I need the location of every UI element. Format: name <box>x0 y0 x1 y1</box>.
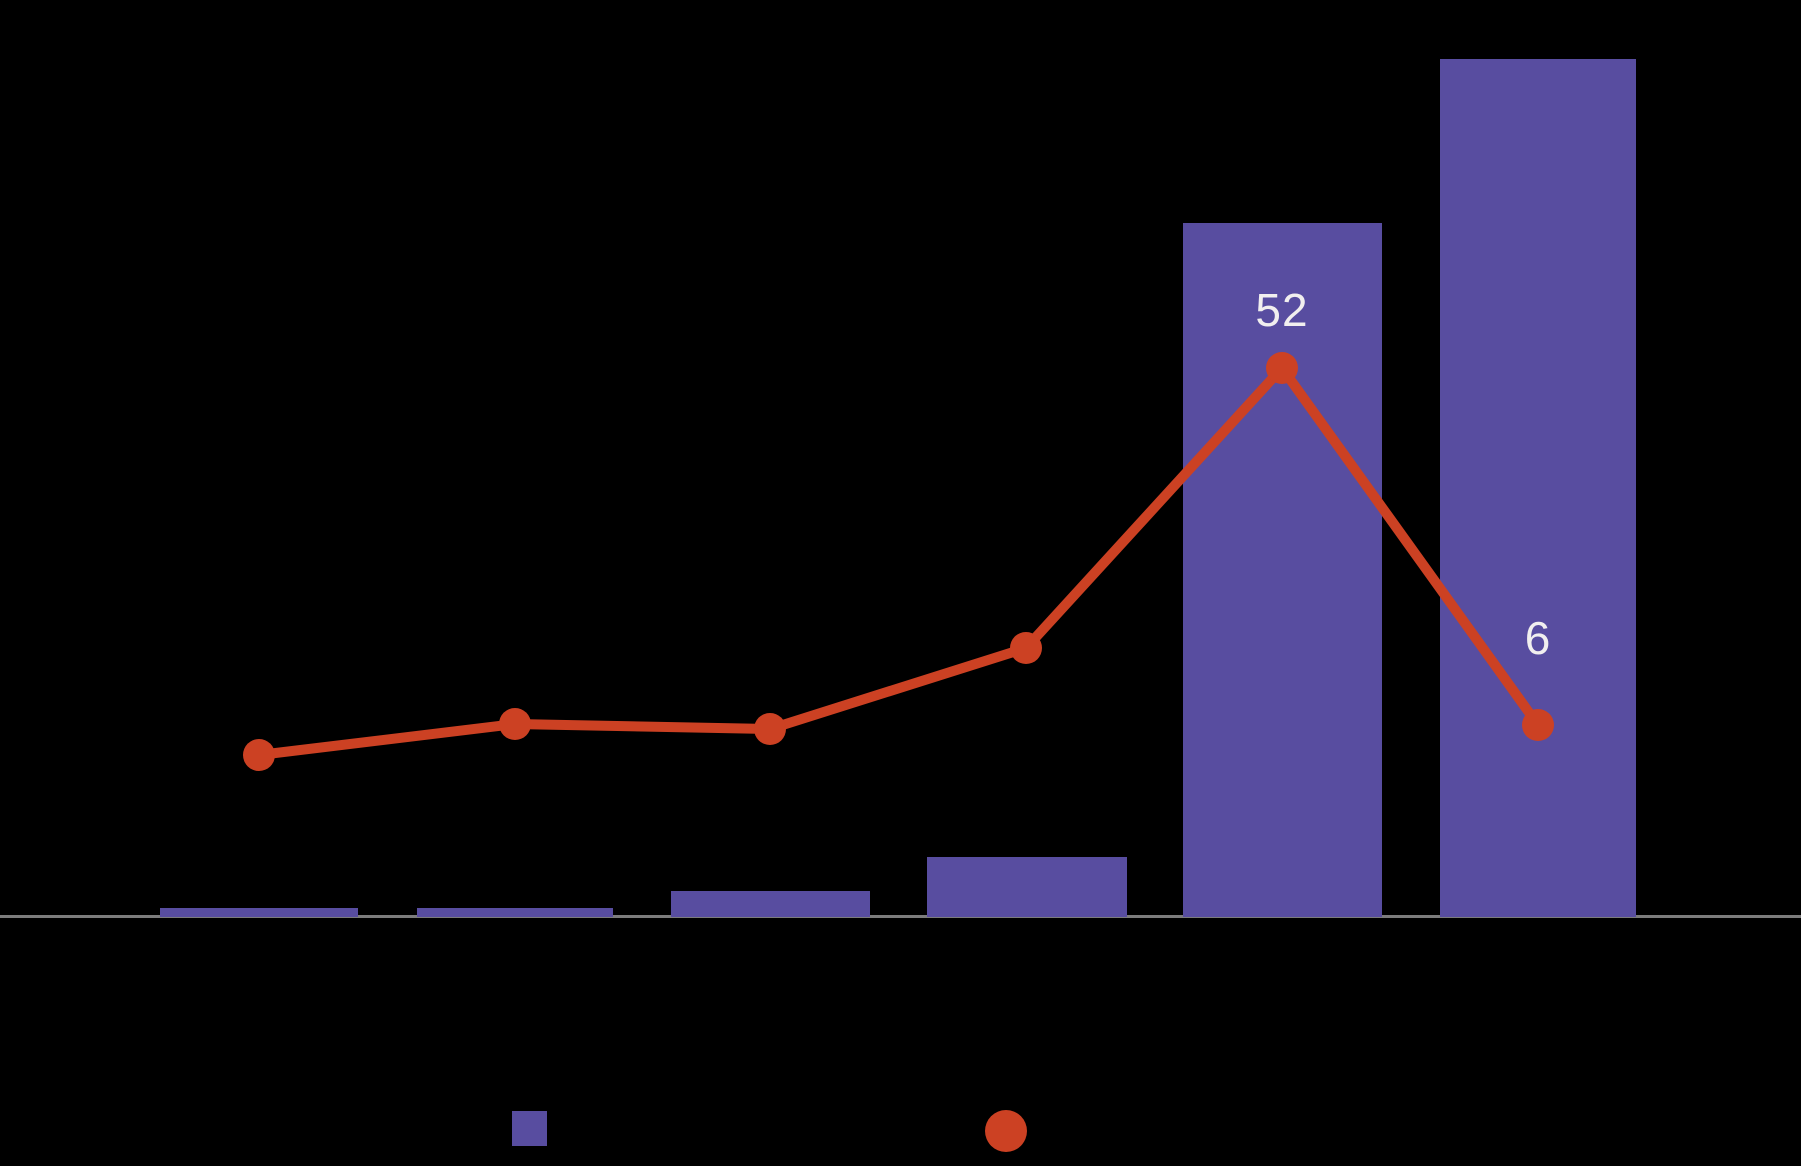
data-label-peak: 52 <box>1255 284 1309 336</box>
line-point-marker <box>1010 632 1042 664</box>
legend-swatch-bar-series-icon[interactable] <box>512 1111 547 1146</box>
bar <box>927 857 1127 917</box>
bar <box>671 891 870 917</box>
data-label-last: 6 <box>1524 612 1552 664</box>
line-point-marker <box>754 713 786 745</box>
line-point-marker <box>243 739 275 771</box>
x-axis-line <box>0 915 1801 918</box>
bar <box>160 908 358 917</box>
bar <box>1440 59 1636 917</box>
line-point-marker <box>499 708 531 740</box>
legend-swatch-line-series-icon[interactable] <box>985 1110 1027 1152</box>
bar <box>417 908 613 917</box>
